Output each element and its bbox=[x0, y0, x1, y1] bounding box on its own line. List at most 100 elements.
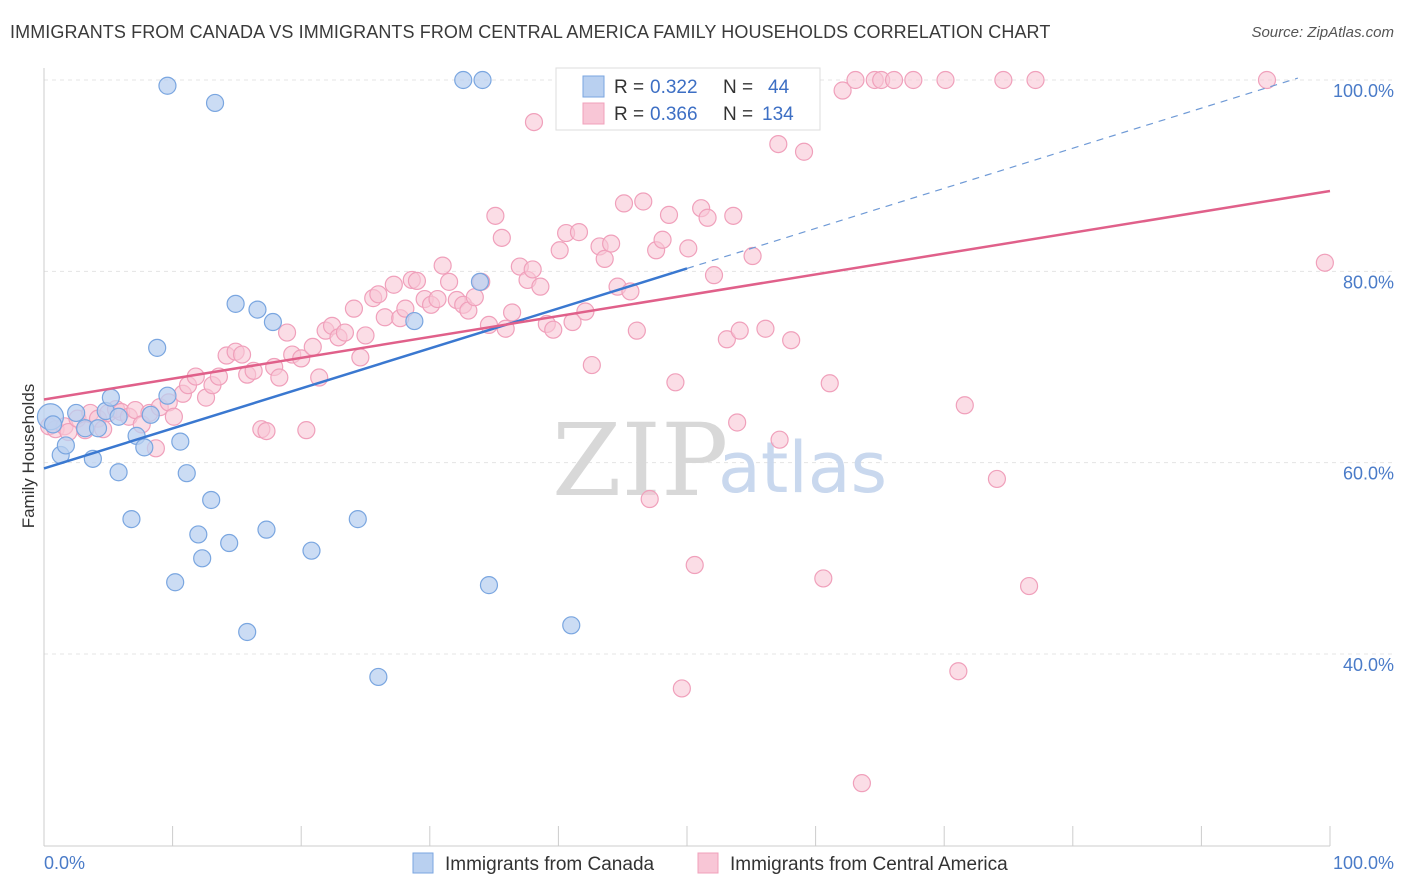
y-tick-label-0: 40.0% bbox=[1343, 655, 1394, 675]
legend-swatch-canada bbox=[582, 75, 605, 98]
point-canada-28 bbox=[238, 622, 257, 642]
y-tick-label-1: 60.0% bbox=[1343, 464, 1394, 484]
point-central-114 bbox=[820, 374, 839, 393]
point-central-108 bbox=[769, 134, 788, 154]
series-canada-points bbox=[36, 70, 702, 687]
point-central-76 bbox=[544, 320, 563, 339]
point-central-100 bbox=[698, 208, 717, 227]
legend-r-value-canada: 0.322 bbox=[650, 77, 698, 98]
point-central-125 bbox=[1019, 576, 1039, 596]
point-canada-26 bbox=[220, 533, 239, 553]
point-central-94 bbox=[659, 205, 679, 224]
trend-line-canada-extension bbox=[686, 77, 1299, 270]
point-canada-19 bbox=[166, 573, 185, 592]
point-canada-20 bbox=[171, 432, 190, 451]
point-central-87 bbox=[614, 194, 634, 213]
point-central-74 bbox=[531, 277, 550, 296]
legend-n-value-central: 134 bbox=[762, 104, 794, 125]
point-central-116 bbox=[846, 70, 865, 90]
point-central-102 bbox=[717, 330, 736, 349]
point-canada-30 bbox=[257, 520, 276, 539]
point-central-111 bbox=[794, 142, 814, 161]
point-central-46 bbox=[351, 348, 370, 367]
point-central-85 bbox=[602, 234, 621, 253]
point-central-132 bbox=[524, 112, 544, 132]
point-central-97 bbox=[679, 239, 698, 258]
point-canada-35 bbox=[405, 311, 424, 331]
y-axis-title: Family Households bbox=[19, 384, 38, 529]
point-canada-27 bbox=[226, 294, 245, 313]
x-tick-label-min: 0.0% bbox=[44, 853, 85, 873]
point-canada-18 bbox=[158, 76, 177, 95]
point-central-110 bbox=[782, 331, 801, 350]
point-central-122 bbox=[949, 662, 968, 681]
trend-line-central bbox=[43, 189, 1331, 401]
point-central-98 bbox=[685, 555, 704, 575]
point-central-90 bbox=[634, 192, 653, 211]
point-central-127 bbox=[1257, 70, 1277, 90]
point-canada-34 bbox=[369, 667, 388, 687]
point-canada-36 bbox=[454, 70, 473, 90]
point-canada-38 bbox=[470, 272, 490, 291]
point-central-104 bbox=[728, 413, 747, 432]
point-central-60 bbox=[439, 272, 459, 291]
point-canada-4 bbox=[67, 403, 86, 423]
point-central-120 bbox=[904, 70, 923, 90]
point-central-70 bbox=[503, 303, 522, 322]
legend-r-value-central: 0.366 bbox=[650, 104, 698, 125]
bottom-legend-swatch-central bbox=[697, 852, 719, 874]
point-central-38 bbox=[297, 421, 316, 440]
point-central-34 bbox=[270, 368, 289, 387]
legend-n-label-canada: N = bbox=[723, 77, 753, 98]
point-canada-40 bbox=[562, 616, 581, 635]
top-legend: R = 0.322 N = 44 R = 0.366 N = 134 bbox=[555, 67, 821, 131]
bottom-legend: Immigrants from Canada Immigrants from C… bbox=[412, 852, 1008, 875]
point-canada-3 bbox=[56, 436, 75, 455]
legend-n-label-central: N = bbox=[723, 104, 753, 125]
point-central-103 bbox=[724, 206, 743, 225]
point-central-28 bbox=[232, 345, 252, 364]
point-central-55 bbox=[407, 271, 427, 290]
point-central-113 bbox=[814, 569, 833, 588]
bottom-legend-swatch-canada bbox=[412, 852, 434, 874]
point-canada-16 bbox=[148, 338, 167, 357]
point-canada-17 bbox=[158, 386, 177, 405]
x-tick-label-max: 100.0% bbox=[1333, 853, 1394, 873]
point-central-45 bbox=[344, 299, 364, 318]
point-central-119 bbox=[884, 70, 904, 90]
point-central-49 bbox=[369, 285, 388, 304]
point-canada-25 bbox=[205, 93, 225, 113]
point-central-133 bbox=[852, 774, 871, 793]
point-canada-12 bbox=[122, 510, 141, 529]
point-central-64 bbox=[465, 288, 484, 307]
point-central-58 bbox=[428, 289, 447, 309]
point-central-129 bbox=[994, 70, 1013, 90]
point-central-19 bbox=[164, 407, 183, 426]
point-central-84 bbox=[595, 249, 614, 268]
point-central-124 bbox=[987, 469, 1007, 489]
y-tick-label-2: 80.0% bbox=[1343, 272, 1394, 292]
point-canada-11 bbox=[109, 463, 128, 482]
trend-lines bbox=[43, 77, 1331, 470]
point-canada-37 bbox=[473, 70, 492, 90]
point-canada-23 bbox=[193, 549, 212, 568]
point-central-115 bbox=[833, 81, 852, 100]
point-canada-1 bbox=[43, 415, 63, 434]
point-central-106 bbox=[743, 246, 762, 266]
point-central-73 bbox=[523, 260, 542, 279]
source-label: Source: ZipAtlas.com bbox=[1251, 24, 1394, 41]
point-central-51 bbox=[384, 275, 403, 294]
point-central-109 bbox=[770, 430, 789, 449]
bottom-legend-label-canada: Immigrants from Canada bbox=[445, 854, 655, 875]
point-central-96 bbox=[672, 679, 691, 698]
point-central-82 bbox=[582, 355, 601, 375]
point-central-32 bbox=[257, 421, 276, 441]
point-canada-15 bbox=[141, 405, 160, 424]
watermark-zip: ZIP bbox=[552, 402, 728, 519]
point-canada-21 bbox=[177, 464, 196, 483]
point-central-105 bbox=[730, 321, 749, 340]
point-canada-31 bbox=[263, 312, 283, 332]
point-canada-32 bbox=[302, 541, 321, 560]
point-central-50 bbox=[375, 308, 394, 327]
